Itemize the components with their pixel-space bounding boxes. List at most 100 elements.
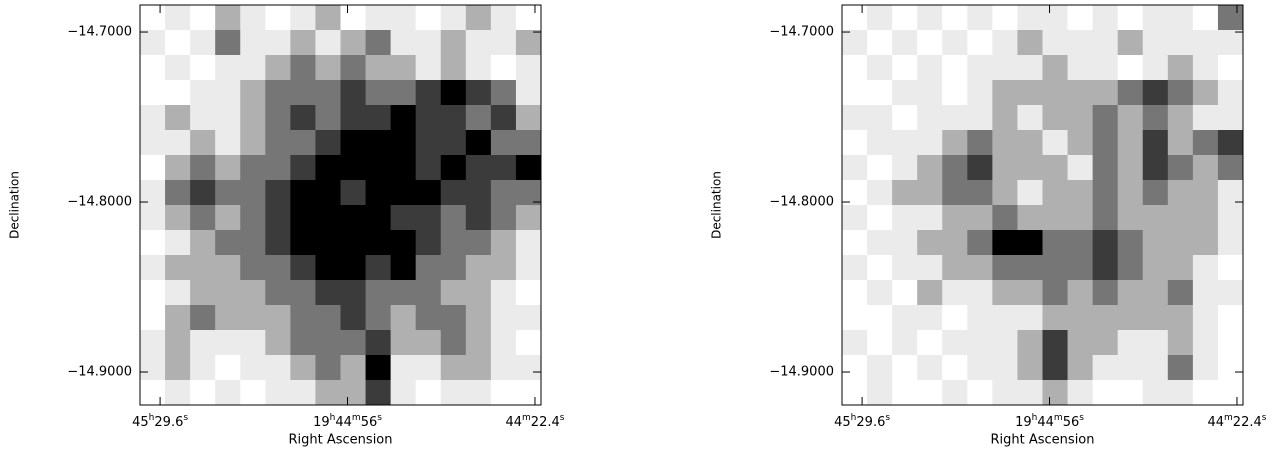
cell — [842, 205, 868, 231]
cell — [490, 5, 517, 31]
cell — [415, 305, 442, 331]
cell — [265, 330, 291, 356]
cell — [917, 205, 943, 231]
cell — [365, 255, 392, 281]
cell — [967, 5, 993, 31]
cell — [942, 205, 968, 231]
cell — [1117, 205, 1144, 231]
cell — [215, 130, 241, 156]
cell — [240, 105, 266, 131]
cell — [842, 230, 868, 256]
cell — [967, 305, 993, 331]
cell — [1117, 230, 1144, 256]
cell — [440, 55, 467, 81]
cell — [190, 155, 216, 181]
cell — [515, 180, 542, 206]
cell — [465, 5, 492, 31]
cell — [515, 30, 542, 56]
cell — [892, 305, 918, 331]
cell — [1117, 105, 1144, 131]
cell — [265, 380, 291, 406]
cell — [365, 380, 392, 406]
cell — [490, 280, 517, 306]
cell — [917, 130, 943, 156]
cell — [1117, 355, 1144, 381]
cell — [1142, 155, 1169, 181]
y-tick-label: −14.9000 — [769, 365, 834, 380]
cell — [942, 230, 968, 256]
cell — [1192, 30, 1219, 56]
cell — [190, 80, 216, 106]
cell — [490, 230, 517, 256]
cell — [465, 330, 492, 356]
cell — [1192, 80, 1219, 106]
cell — [1067, 5, 1094, 31]
cell — [917, 255, 943, 281]
cell — [867, 205, 893, 231]
cell — [1117, 330, 1144, 356]
cell — [365, 55, 392, 81]
cell — [1167, 355, 1194, 381]
cell — [190, 55, 216, 81]
y-axis-title: Declination — [8, 171, 22, 239]
cell — [190, 305, 216, 331]
cell — [1017, 280, 1043, 306]
cell — [1192, 105, 1219, 131]
cell — [1192, 330, 1219, 356]
cell — [1117, 380, 1144, 406]
cell — [1142, 5, 1169, 31]
cell — [365, 155, 392, 181]
cell — [842, 30, 868, 56]
cell — [1067, 130, 1094, 156]
cell — [842, 80, 868, 106]
cell — [490, 105, 517, 131]
cell — [1117, 5, 1144, 31]
cell — [867, 280, 893, 306]
cell — [340, 155, 367, 181]
cell — [140, 355, 166, 381]
cell — [165, 130, 191, 156]
cell — [340, 180, 367, 206]
cell — [515, 155, 542, 181]
cell — [215, 380, 241, 406]
cell — [1167, 155, 1194, 181]
cell — [415, 280, 442, 306]
cell — [265, 30, 291, 56]
cell — [365, 180, 392, 206]
cell — [1142, 30, 1169, 56]
cell — [165, 180, 191, 206]
cell — [1192, 305, 1219, 331]
cell — [265, 280, 291, 306]
cell — [1167, 30, 1194, 56]
cell — [1192, 180, 1219, 206]
cell — [867, 130, 893, 156]
cell — [165, 230, 191, 256]
cell — [1167, 105, 1194, 131]
cell — [1017, 55, 1043, 81]
cell — [1167, 305, 1194, 331]
cell — [215, 205, 241, 231]
cell — [1092, 230, 1119, 256]
cell — [1092, 105, 1119, 131]
cell — [942, 305, 968, 331]
cell — [1142, 205, 1169, 231]
cell — [490, 330, 517, 356]
cell — [265, 130, 291, 156]
cell — [415, 80, 442, 106]
cell — [490, 180, 517, 206]
cell — [315, 130, 341, 156]
cell — [415, 180, 442, 206]
cell — [917, 355, 943, 381]
cell — [992, 55, 1018, 81]
cell — [842, 280, 868, 306]
cell — [440, 355, 467, 381]
cell — [515, 330, 542, 356]
cell — [1117, 80, 1144, 106]
cell — [842, 305, 868, 331]
cell — [165, 205, 191, 231]
cell — [515, 5, 542, 31]
cell — [1042, 305, 1069, 331]
cell — [1192, 230, 1219, 256]
cell — [1092, 280, 1119, 306]
cell — [942, 80, 968, 106]
